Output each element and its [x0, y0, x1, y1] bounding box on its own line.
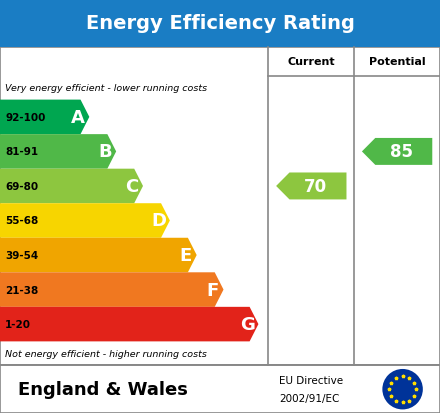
Text: A: A	[71, 109, 85, 126]
Text: Potential: Potential	[369, 57, 425, 67]
Text: D: D	[151, 212, 166, 230]
Polygon shape	[0, 135, 116, 169]
Polygon shape	[0, 100, 89, 135]
Bar	[0, 47, 440, 366]
Text: Very energy efficient - lower running costs: Very energy efficient - lower running co…	[5, 84, 207, 93]
Text: G: G	[240, 316, 255, 333]
Text: 92-100: 92-100	[5, 113, 46, 123]
Text: 21-38: 21-38	[5, 285, 39, 295]
Bar	[0, 366, 440, 413]
Text: 69-80: 69-80	[5, 181, 38, 192]
Text: 81-91: 81-91	[5, 147, 38, 157]
Text: 70: 70	[304, 178, 327, 195]
Text: F: F	[206, 281, 219, 299]
Text: 55-68: 55-68	[5, 216, 39, 226]
Text: E: E	[180, 247, 192, 264]
Polygon shape	[0, 307, 258, 342]
Text: Not energy efficient - higher running costs: Not energy efficient - higher running co…	[5, 349, 207, 358]
Text: 85: 85	[390, 143, 413, 161]
Text: B: B	[99, 143, 112, 161]
Bar	[0, 0, 440, 47]
Ellipse shape	[382, 369, 423, 409]
Polygon shape	[0, 273, 224, 307]
Text: C: C	[125, 178, 139, 195]
Polygon shape	[0, 204, 170, 238]
Text: EU Directive: EU Directive	[279, 375, 344, 385]
Text: Current: Current	[287, 57, 335, 67]
Text: 39-54: 39-54	[5, 250, 39, 261]
Text: Energy Efficiency Rating: Energy Efficiency Rating	[85, 14, 355, 33]
Text: 1-20: 1-20	[5, 319, 31, 329]
Polygon shape	[0, 238, 197, 273]
Text: 2002/91/EC: 2002/91/EC	[279, 393, 340, 404]
Polygon shape	[362, 139, 432, 166]
Text: England & Wales: England & Wales	[18, 380, 187, 398]
Polygon shape	[276, 173, 346, 200]
Polygon shape	[0, 169, 143, 204]
